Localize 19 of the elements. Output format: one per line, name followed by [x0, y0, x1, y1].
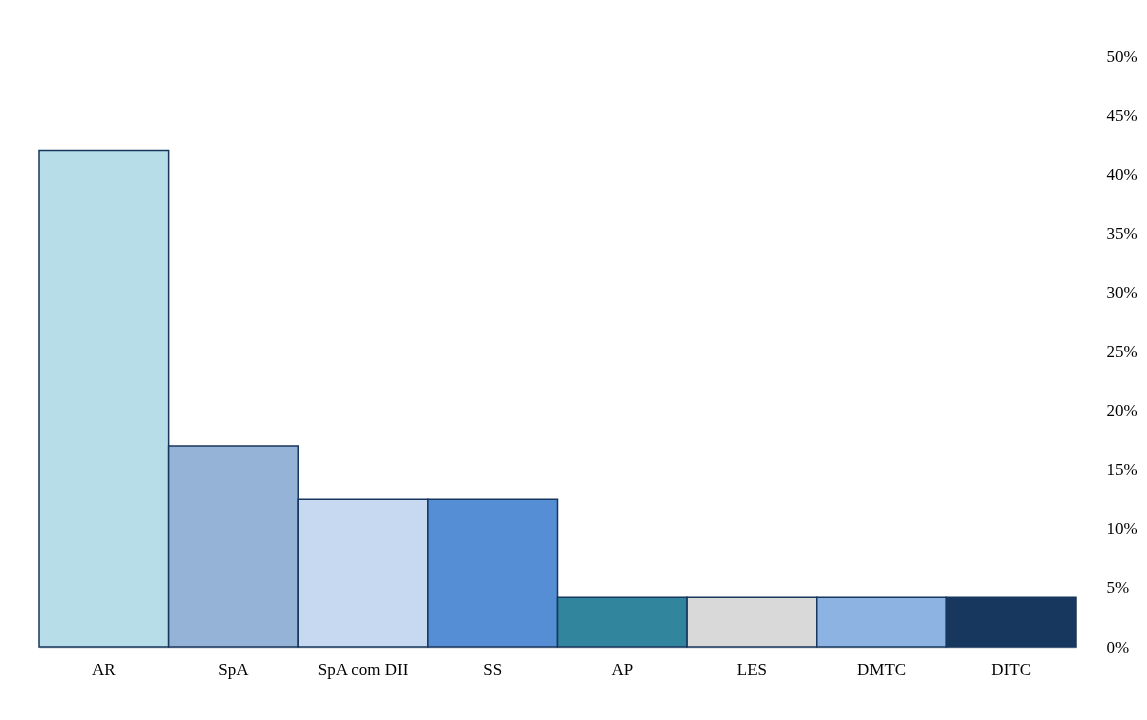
x-tick-label: AP — [611, 659, 634, 679]
x-tick-label: LES — [736, 659, 768, 679]
x-tick-label: SpA com DII — [317, 659, 409, 679]
x-tick-label: SpA — [218, 659, 250, 679]
x-tick-label: AR — [92, 659, 117, 679]
y-tick-label: 45% — [1106, 105, 1138, 125]
y-tick-label: 0% — [1106, 637, 1130, 657]
y-tick-label: 30% — [1106, 282, 1138, 302]
y-tick-label: 40% — [1106, 164, 1138, 184]
y-tick-label: 15% — [1106, 460, 1138, 480]
y-tick-label: 25% — [1106, 342, 1138, 361]
y-tick-label: 10% — [1106, 519, 1138, 539]
x-tick-label: DMTC — [857, 659, 907, 679]
y-tick-label: 35% — [1106, 223, 1138, 243]
y-tick-label: 5% — [1106, 578, 1130, 598]
x-tick-label: DITC — [991, 659, 1032, 679]
y-tick-label: 50% — [1106, 46, 1138, 66]
x-tick-label: SS — [483, 659, 503, 679]
y-tick-label: 20% — [1106, 401, 1138, 421]
